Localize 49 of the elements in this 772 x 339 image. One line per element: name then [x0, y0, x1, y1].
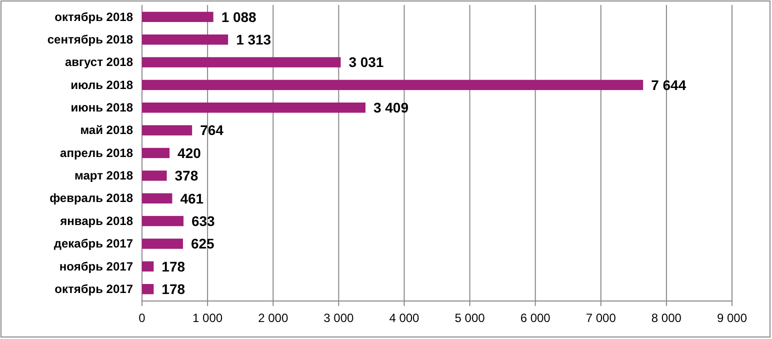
y-tick-label: январь 2018: [60, 214, 134, 228]
data-label: 625: [190, 236, 215, 252]
data-label: 178: [162, 258, 186, 274]
x-tick-label: 4 000: [389, 311, 420, 326]
bar: [142, 284, 154, 294]
bar: [142, 238, 183, 249]
data-label: 7 644: [651, 76, 686, 93]
x-tick-label: 2 000: [258, 311, 288, 326]
x-tick-label: 3 000: [324, 311, 354, 326]
y-tick-label: июнь 2018: [70, 100, 134, 114]
data-label: 1 313: [236, 31, 272, 48]
x-tick-label: 0: [138, 311, 146, 326]
bar: [142, 102, 366, 113]
y-tick-label: май 2018: [80, 123, 134, 138]
x-tick-label: 8 000: [651, 311, 682, 326]
y-tick-label: февраль 2018: [50, 191, 134, 206]
data-label: 633: [191, 212, 216, 229]
bar: [142, 80, 644, 90]
data-label: 764: [200, 122, 224, 138]
bar: [142, 216, 184, 226]
bar: [142, 193, 172, 204]
bar: [142, 261, 154, 272]
bar: [142, 125, 192, 136]
x-tick-label: 1 000: [192, 311, 223, 326]
y-tick-label: ноябрь 2017: [59, 259, 134, 274]
data-label: 178: [162, 280, 186, 297]
y-tick-label: октябрь 2017: [54, 282, 134, 296]
data-label: 3 409: [373, 100, 409, 116]
x-tick-label: 5 000: [454, 311, 486, 326]
y-tick-label: октябрь 2018: [54, 10, 134, 24]
bar: [142, 170, 167, 181]
y-tick-label: март 2018: [74, 168, 134, 183]
y-tick-label: декабрь 2017: [54, 236, 134, 251]
data-label: 1 088: [221, 8, 257, 25]
y-tick-label: июль 2018: [70, 78, 134, 92]
bar: [142, 34, 228, 45]
x-tick-label: 7 000: [586, 311, 616, 326]
x-tick-label: 9 000: [716, 311, 748, 326]
data-label: 378: [174, 168, 198, 184]
bar: [142, 57, 341, 68]
bar: [142, 148, 170, 158]
y-tick-label: апрель 2018: [60, 146, 134, 160]
data-label: 3 031: [348, 54, 384, 70]
y-tick-label: сентябрь 2018: [47, 32, 134, 46]
x-tick-label: 6 000: [520, 311, 551, 326]
y-tick-label: август 2018: [64, 55, 134, 70]
bar: [142, 12, 214, 22]
data-label: 461: [180, 190, 204, 206]
data-label: 420: [178, 144, 202, 161]
